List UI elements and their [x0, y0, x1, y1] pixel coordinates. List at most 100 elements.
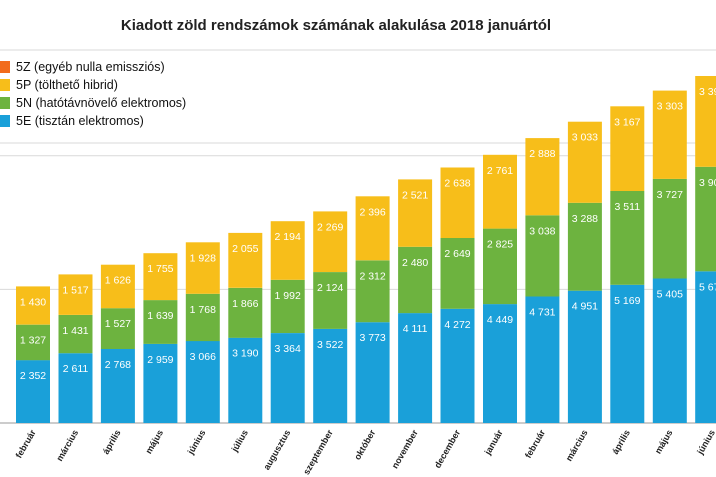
- bar-segment-5e: [355, 322, 390, 423]
- bar-segment-5e: [100, 349, 135, 423]
- bar-segment-5e: [143, 343, 178, 423]
- legend-swatch: [0, 79, 10, 91]
- bar-value-label: 1 866: [232, 298, 258, 310]
- bar-segment-5e: [398, 313, 433, 423]
- bar-value-label: 5 677: [699, 281, 716, 293]
- bar-segment-5p: [313, 211, 348, 272]
- bar-value-label: 2 825: [487, 239, 513, 251]
- x-tick-label: július: [229, 428, 250, 454]
- legend-label: 5N (hatótávnövelő elektromos): [16, 96, 186, 110]
- bar-value-label: 1 639: [147, 310, 173, 322]
- bars: 2 352 1 327 1 430 2 611 1 431 1 517 2 768 1 527…: [16, 76, 716, 423]
- bar-segment-5e: [270, 333, 305, 423]
- bar-segment-5n: [313, 272, 348, 329]
- bar-segment-5p: [143, 253, 178, 301]
- bar-segment-5p: [567, 121, 602, 203]
- bar-segment-5n: [398, 246, 433, 314]
- bar-value-label: 1 430: [20, 296, 46, 308]
- bar-segment-5p: [695, 76, 716, 167]
- bar-value-label: 2 055: [232, 243, 258, 255]
- bar-value-label: 2 611: [63, 363, 89, 375]
- bar-value-label: 1 768: [190, 304, 216, 316]
- x-tick-label: november: [390, 428, 420, 471]
- bar-segment-5n: [525, 215, 560, 297]
- bar-value-label: 2 521: [402, 189, 428, 201]
- bar-segment-5p: [58, 274, 93, 315]
- bar-value-label: 3 773: [359, 332, 385, 344]
- bar-segment-5p: [610, 106, 645, 191]
- bar-segment-5e: [185, 341, 220, 423]
- bar-segment-5p: [440, 167, 475, 238]
- legend-swatch: [0, 61, 10, 73]
- x-tick-label: május: [653, 428, 675, 456]
- legend-label: 5P (tölthető hibrid): [16, 78, 118, 92]
- legend-swatch: [0, 97, 10, 109]
- bar-value-label: 2 888: [529, 148, 555, 160]
- bar-value-label: 2 194: [275, 231, 301, 243]
- bar-value-label: 2 649: [444, 248, 470, 260]
- bar-segment-5p: [652, 90, 687, 179]
- bar-segment-5p: [270, 221, 305, 280]
- bar-segment-5n: [16, 324, 50, 361]
- bar-segment-5n: [652, 178, 687, 279]
- bar-value-label: 3 727: [657, 189, 683, 201]
- bar-value-label: 3 167: [614, 116, 640, 128]
- bar-segment-5e: [695, 271, 716, 423]
- x-tick-label: április: [101, 428, 123, 456]
- bar-value-label: 4 731: [529, 307, 555, 319]
- bar-segment-5p: [16, 286, 50, 325]
- bar-value-label: 1 992: [275, 290, 301, 302]
- bar-segment-5n: [610, 191, 645, 285]
- bar-value-label: 2 396: [359, 206, 385, 218]
- x-axis-tick-labels: február március április május június július au…: [14, 428, 716, 477]
- bar-segment-5p: [100, 264, 135, 309]
- x-tick-label: február: [523, 428, 547, 460]
- bar-segment-5n: [355, 260, 390, 323]
- bar-value-label: 4 111: [403, 323, 428, 335]
- bar-segment-5e: [228, 337, 263, 423]
- bar-segment-5n: [483, 228, 517, 305]
- legend: 5Z (egyéb nulla emissziós) 5P (tölthető h…: [0, 60, 186, 128]
- bar-segment-5n: [185, 293, 220, 342]
- x-tick-label: június: [185, 428, 207, 457]
- bar-segment-5e: [16, 360, 50, 423]
- bar-segment-5n: [695, 166, 716, 272]
- bar-value-label: 5 169: [614, 295, 640, 307]
- bar-value-label: 2 269: [317, 221, 343, 233]
- bar-segment-5p: [483, 154, 517, 229]
- chart-title: Kiadott zöld rendszámok számának alakulá…: [121, 17, 551, 34]
- bar-value-label: 3 511: [615, 201, 641, 213]
- bar-segment-5n: [100, 308, 135, 349]
- bar-value-label: 2 312: [359, 270, 385, 282]
- bar-value-label: 4 272: [444, 319, 470, 331]
- bar-value-label: 3 397: [699, 86, 716, 98]
- bar-value-label: 2 959: [147, 354, 173, 366]
- bar-value-label: 4 449: [487, 314, 513, 326]
- bar-value-label: 3 908: [699, 177, 716, 189]
- x-tick-label: szeptember: [301, 428, 335, 477]
- bar-segment-5n: [143, 300, 178, 344]
- bar-segment-5e: [610, 284, 645, 423]
- bar-segment-5n: [270, 279, 305, 333]
- bar-segment-5e: [567, 290, 602, 423]
- bar-value-label: 3 522: [317, 339, 343, 351]
- bar-segment-5p: [228, 232, 263, 288]
- bar-value-label: 1 755: [147, 263, 173, 275]
- bar-segment-5n: [58, 315, 93, 354]
- bar-value-label: 3 066: [190, 351, 216, 363]
- bar-value-label: 3 190: [232, 348, 258, 360]
- bar-value-label: 3 303: [657, 101, 683, 113]
- bar-value-label: 2 352: [20, 370, 46, 382]
- legend-swatch: [0, 115, 10, 127]
- bar-segment-5e: [483, 304, 517, 423]
- bar-segment-5n: [228, 287, 263, 338]
- bar-segment-5p: [355, 196, 390, 261]
- bar-value-label: 1 327: [20, 335, 46, 347]
- bar-value-label: 1 626: [105, 275, 131, 287]
- bar-value-label: 2 124: [317, 282, 343, 294]
- x-tick-label: március: [564, 428, 590, 463]
- x-tick-label: január: [482, 428, 505, 458]
- bar-value-label: 1 517: [62, 284, 88, 296]
- bar-value-label: 3 288: [572, 213, 598, 225]
